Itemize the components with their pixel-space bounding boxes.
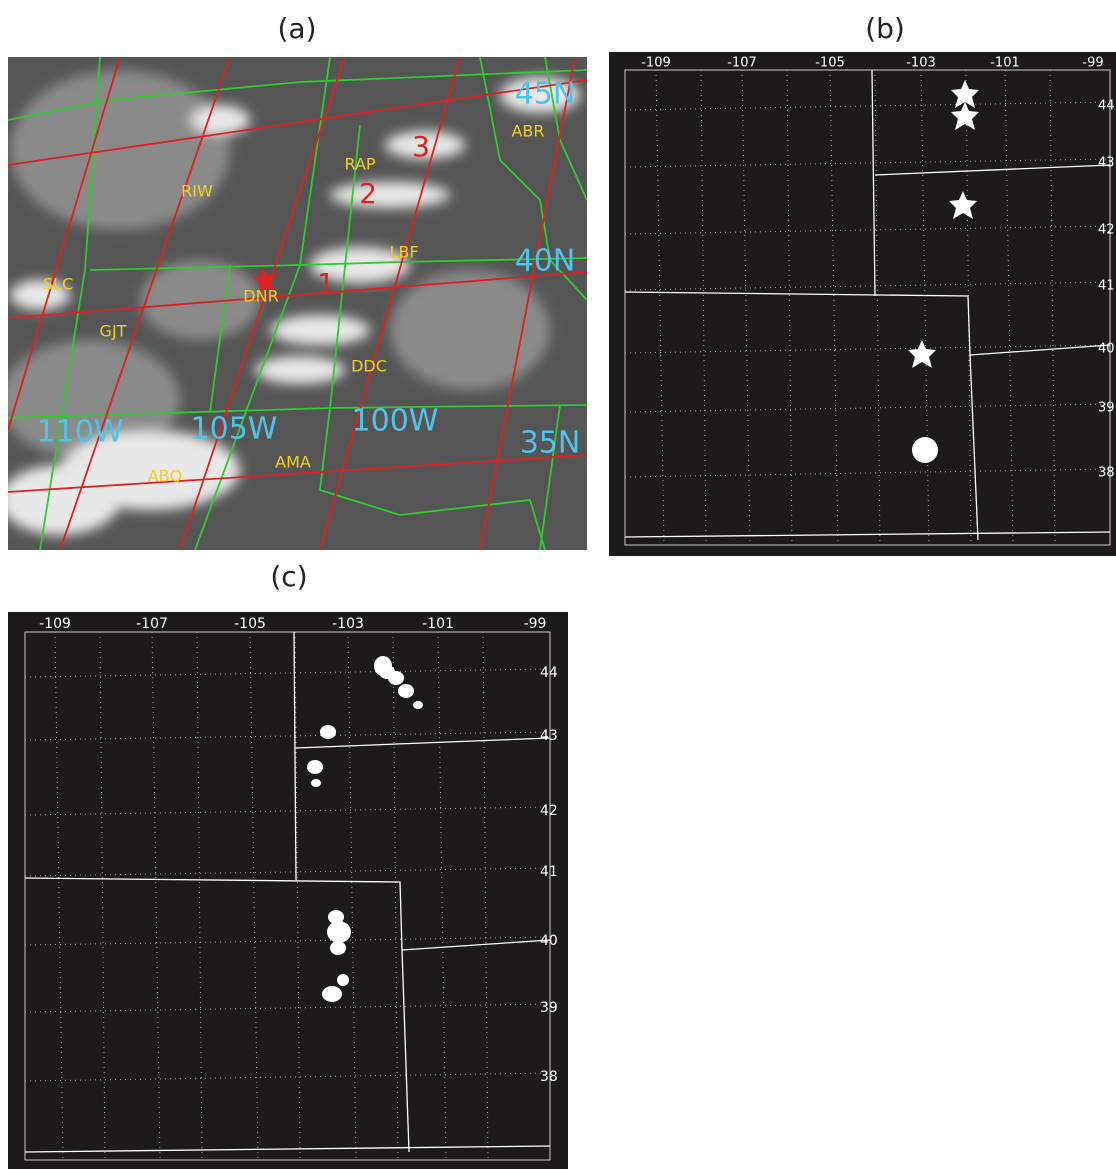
grid-line <box>624 281 1111 291</box>
station-label: GJT <box>100 322 127 341</box>
lon-label: -109 <box>641 56 671 71</box>
grid-line <box>151 631 161 1161</box>
station-label: AMA <box>275 453 311 472</box>
grid-line <box>437 631 447 1161</box>
grid-label: 110W <box>37 415 124 450</box>
grid-line <box>920 69 930 546</box>
map-bg <box>8 612 568 1169</box>
lat-label: 44 <box>540 665 558 681</box>
lat-label: 44 <box>1098 99 1115 114</box>
state-borders <box>8 57 587 550</box>
cloud-number: 3 <box>412 130 430 163</box>
lon-label: -105 <box>815 56 845 71</box>
grid-line <box>700 69 707 546</box>
grid-line <box>54 631 64 1161</box>
grid-line <box>624 403 1111 413</box>
grid-line <box>196 631 203 1161</box>
lat-label: 43 <box>540 728 558 744</box>
map-c: -109 -107 -105 -103 -101 -99 44 43 42 41 40 39 38 <box>8 612 568 1169</box>
lon-label: -109 <box>39 616 71 632</box>
grid-label: 105W <box>191 412 278 447</box>
grid-line <box>624 468 1111 478</box>
station-label: ABR <box>511 122 544 141</box>
lat-lon-lines <box>8 57 587 550</box>
station-label: DNR <box>243 287 278 306</box>
station-label: ABQ <box>148 467 183 486</box>
station-label: RIW <box>181 182 213 201</box>
grid-line <box>249 631 259 1161</box>
lon-label: -105 <box>234 616 266 632</box>
lat-label: 39 <box>1098 401 1115 416</box>
grid-line <box>874 69 881 546</box>
lon-label: -107 <box>727 56 757 71</box>
grid-line <box>392 631 399 1161</box>
lon-label: -103 <box>906 56 936 71</box>
grid-label: 35N <box>520 426 581 461</box>
grid-line <box>829 69 839 546</box>
lat-label: 40 <box>540 933 558 949</box>
lon-label: -99 <box>1082 56 1103 71</box>
lat-label: 41 <box>540 864 558 880</box>
grid-line <box>482 631 489 1161</box>
grid-line <box>624 101 1111 111</box>
lon-label: -107 <box>136 616 168 632</box>
grid-line <box>99 631 106 1161</box>
grid-line <box>1049 69 1056 546</box>
lat-label: 41 <box>1098 279 1115 294</box>
lon-label: -99 <box>524 616 547 632</box>
station-label: RAP <box>344 155 375 174</box>
grid-line <box>1004 69 1014 546</box>
lat-label: 38 <box>1098 466 1115 481</box>
lon-label: -103 <box>332 616 364 632</box>
grid-label: 40N <box>515 244 576 279</box>
cloud-number: 1 <box>317 267 335 300</box>
grid-line <box>965 69 972 546</box>
station-label: LBF <box>389 243 418 262</box>
cloud-haze <box>8 70 550 460</box>
markers <box>908 80 979 463</box>
lat-label: 43 <box>1098 156 1115 171</box>
cloud-number: 2 <box>359 177 377 210</box>
grid-line <box>624 344 1111 354</box>
lat-label: 39 <box>540 1000 558 1016</box>
grid-line <box>655 69 665 546</box>
panel-label: (a) <box>277 12 316 45</box>
station-label: SLC <box>43 275 73 294</box>
lat-label: 38 <box>540 1069 558 1085</box>
grid-label: 45N <box>515 77 576 112</box>
grid-line <box>786 69 793 546</box>
grid-line <box>624 225 1111 235</box>
satellite-image <box>8 57 587 550</box>
map-b: -109 -107 -105 -103 -101 -99 44 43 42 41 40 39 38 <box>609 52 1116 556</box>
grid-line <box>624 158 1111 168</box>
lat-label: 42 <box>1098 223 1115 238</box>
map-frame <box>624 69 1111 546</box>
state-borders <box>624 69 1111 541</box>
graticule <box>624 69 1111 546</box>
panel-label: (b) <box>865 12 905 45</box>
state-borders <box>24 631 551 1153</box>
lat-label: 42 <box>540 803 558 819</box>
lat-label: 40 <box>1098 342 1115 357</box>
graticule <box>24 631 551 1161</box>
map-frame <box>24 631 551 1161</box>
grid-label: 100W <box>352 404 439 439</box>
grid-line <box>741 69 751 546</box>
grid-line <box>347 631 357 1161</box>
station-label: DDC <box>351 357 387 376</box>
lon-label: -101 <box>422 616 454 632</box>
grid-line <box>294 631 301 1161</box>
lon-label: -101 <box>990 56 1020 71</box>
map-bg <box>609 52 1116 556</box>
markers <box>307 656 423 1002</box>
denver-marker <box>253 268 277 292</box>
clouds <box>8 77 580 535</box>
panel-label: (c) <box>270 560 307 593</box>
